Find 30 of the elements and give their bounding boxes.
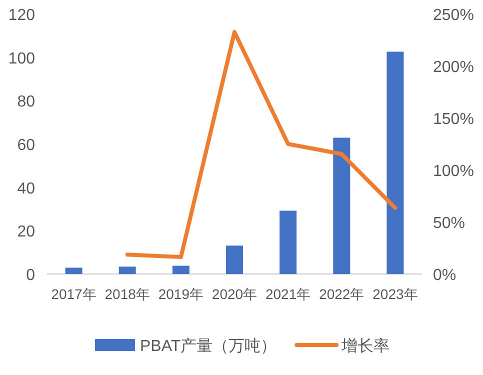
y2-tick-label: 50% — [433, 215, 466, 232]
legend-label: 增长率 — [340, 337, 390, 355]
bar — [386, 52, 404, 274]
x-tick-label: 2021年 — [265, 286, 311, 302]
y2-tick-label: 150% — [433, 111, 474, 128]
y2-tick-label: 0% — [433, 267, 456, 284]
y2-tick-label: 100% — [433, 163, 474, 180]
bar — [226, 246, 243, 274]
y-tick-label: 40 — [17, 180, 36, 198]
y-tick-label: 100 — [8, 50, 36, 68]
y-tick-label: 80 — [17, 94, 36, 111]
x-tick-label: 2018年 — [104, 286, 150, 302]
x-tick-label: 2019年 — [158, 286, 204, 302]
y2-tick-label: 200% — [433, 59, 474, 76]
bar — [333, 138, 350, 274]
y-tick-label: 120 — [8, 7, 36, 24]
x-tick-label: 2017年 — [51, 286, 96, 302]
bar — [118, 266, 136, 274]
y-tick-label: 60 — [17, 137, 36, 154]
bar — [280, 210, 297, 274]
bar — [172, 266, 190, 274]
y2-tick-label: 250% — [433, 7, 474, 24]
y-tick-label: 0 — [26, 267, 36, 284]
legend-label: PBAT产量（万吨） — [140, 337, 277, 355]
x-tick-label: 2022年 — [319, 286, 364, 302]
line-series — [125, 30, 398, 260]
x-tick-label: 2020年 — [212, 286, 258, 302]
y-tick-label: 20 — [17, 224, 36, 241]
x-tick-label: 2023年 — [372, 286, 418, 302]
bar — [65, 268, 82, 274]
